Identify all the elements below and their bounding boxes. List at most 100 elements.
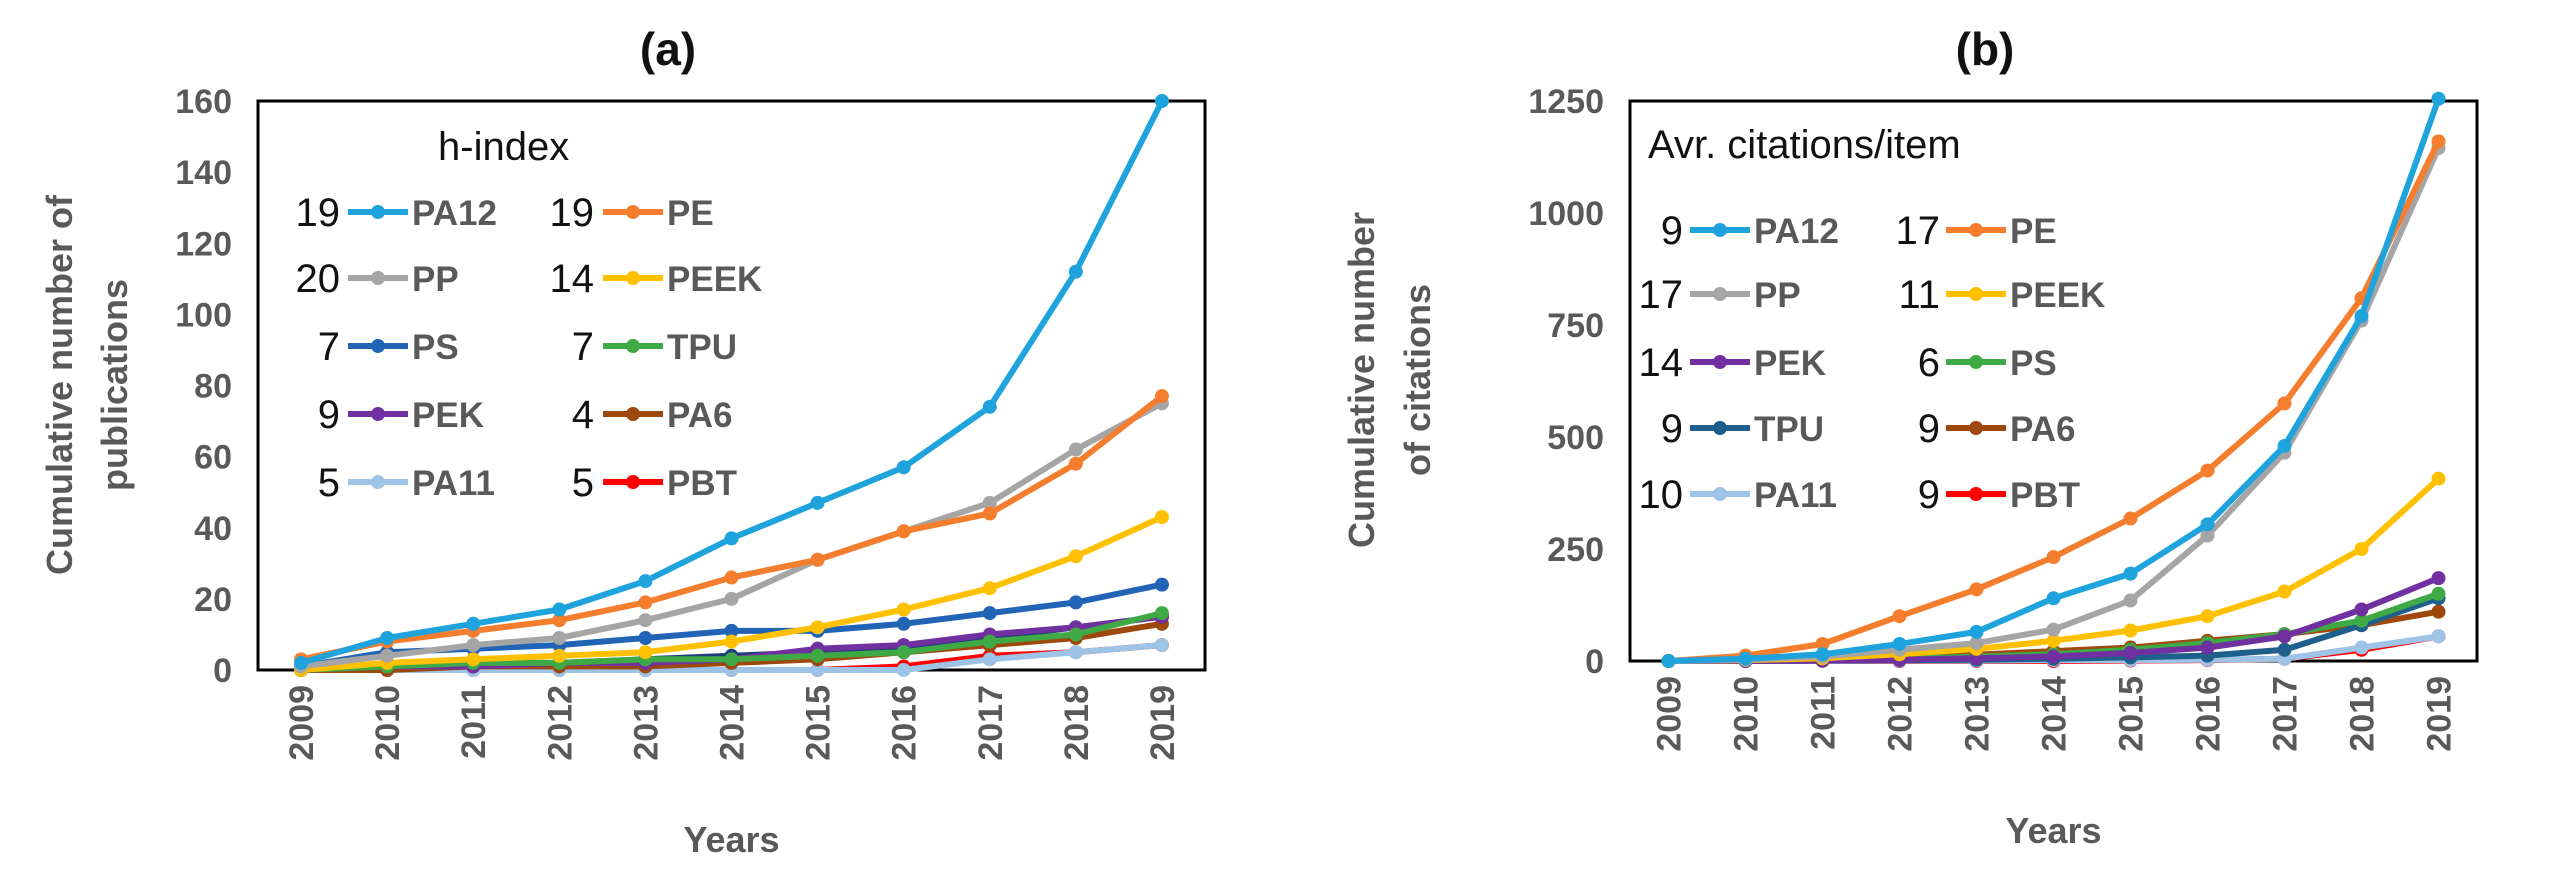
data-point	[380, 648, 395, 663]
data-point	[2200, 640, 2215, 655]
y-tick-label: 1000	[1528, 195, 1604, 233]
data-point	[1154, 606, 1169, 621]
legend-item-pek: 9 PEK	[318, 393, 484, 437]
data-point	[2354, 309, 2369, 324]
y-tick-label: 120	[175, 225, 232, 263]
data-point	[2354, 542, 2369, 556]
y-tick-label: 0	[1585, 643, 1604, 681]
x-tick-label: 2019	[1144, 685, 1182, 761]
data-point	[2123, 511, 2138, 526]
data-point	[982, 581, 997, 596]
legend-swatch-marker	[1713, 223, 1727, 237]
data-point	[2123, 623, 2138, 638]
legend-item-pbt: 5 PBT	[572, 461, 737, 505]
data-point	[1815, 636, 1830, 651]
legend-metric: 17	[1896, 209, 1941, 253]
series-pa12	[294, 94, 1169, 670]
data-point	[1892, 609, 1907, 624]
x-tick-label: 2011	[455, 685, 493, 759]
data-point	[552, 648, 567, 663]
series-pe	[1661, 134, 2446, 668]
data-point	[982, 634, 997, 649]
legend-metric: 7	[318, 325, 340, 369]
legend-swatch-marker	[371, 271, 385, 285]
legend-name: PA12	[1754, 212, 1839, 251]
data-point	[2046, 633, 2061, 648]
x-tick-label: 2010	[369, 685, 407, 761]
chart-panel-b: (b) 0 250 500 750 1000 1250 2009 2010 2011 2012 201…	[1341, 23, 2479, 851]
legend-item-pa6: 9 PA6	[1918, 407, 2076, 451]
legend-metric: 9	[318, 393, 340, 437]
legend-item-pbt: 9 PBT	[1918, 473, 2080, 517]
legend-name: PA12	[412, 194, 497, 233]
x-tick-label: 2016	[886, 685, 924, 761]
x-tick-label: 2011	[1805, 676, 1843, 750]
data-point	[2123, 645, 2138, 660]
legend-swatch-marker	[1713, 421, 1727, 435]
data-point	[2123, 566, 2138, 581]
legend-name: PEEK	[667, 260, 762, 299]
data-point	[2277, 629, 2292, 644]
y-tick-label: 750	[1547, 307, 1604, 345]
legend-swatch-marker	[626, 205, 640, 219]
y-tick-label: 40	[194, 510, 232, 548]
data-point	[724, 591, 739, 606]
data-point	[2277, 396, 2292, 411]
x-tick-label: 2014	[2036, 676, 2074, 752]
legend-item-peek: 14 PEEK	[550, 257, 763, 301]
data-point	[1154, 638, 1169, 653]
y-tick-label: 0	[213, 652, 232, 690]
x-tick-label: 2012	[1882, 676, 1920, 752]
data-point	[896, 602, 911, 617]
legend: Avr. citations/item 9 PA12 17 PE 17 PP 11 PEEK 14…	[1639, 123, 2106, 517]
data-point	[552, 630, 567, 645]
legend-swatch-marker	[1713, 355, 1727, 369]
data-point	[2046, 550, 2061, 565]
data-point	[724, 531, 739, 546]
data-point	[1969, 636, 1984, 651]
data-point	[1969, 582, 1984, 597]
data-point	[552, 613, 567, 628]
legend-name: PP	[412, 260, 459, 299]
legend-item-pe: 19 PE	[550, 191, 714, 235]
data-point	[896, 616, 911, 631]
legend-name: PEEK	[2010, 276, 2105, 315]
data-point	[896, 460, 911, 475]
data-point	[2431, 629, 2446, 644]
data-point	[638, 645, 653, 660]
legend-swatch-marker	[371, 339, 385, 353]
data-point	[1068, 442, 1083, 457]
legend-swatch-marker	[1969, 355, 1983, 369]
data-point	[466, 638, 481, 653]
x-tick-label: 2017	[972, 685, 1010, 761]
data-point	[2200, 517, 2215, 532]
y-tick-label: 500	[1547, 419, 1604, 457]
data-point	[638, 630, 653, 645]
legend-metric: 20	[296, 257, 341, 301]
data-point	[1154, 577, 1169, 592]
legend-name: PBT	[667, 464, 737, 503]
legend-title: h-index	[438, 125, 569, 169]
x-tick-label: 2014	[714, 685, 752, 761]
data-point	[1892, 636, 1907, 651]
data-point	[810, 648, 825, 663]
legend-metric: 9	[1661, 407, 1683, 451]
data-point	[810, 552, 825, 567]
y-tick-label: 20	[194, 581, 232, 619]
x-tick-label: 2012	[541, 685, 579, 761]
legend-swatch-marker	[626, 339, 640, 353]
legend-name: TPU	[1754, 410, 1824, 449]
legend-name: PA11	[1754, 476, 1837, 515]
x-tick-label: 2016	[2190, 676, 2228, 752]
legend-title: Avr. citations/item	[1648, 123, 1961, 167]
y-tick-label: 250	[1547, 531, 1604, 569]
legend-name: PA11	[412, 464, 495, 503]
legend-swatch-marker	[1969, 421, 1983, 435]
legend-item-ps: 7 PS	[318, 325, 459, 369]
data-point	[982, 495, 997, 510]
data-point	[724, 652, 739, 667]
data-point	[1969, 624, 1984, 639]
data-point	[1068, 627, 1083, 642]
data-point	[2123, 593, 2138, 608]
legend-metric: 6	[1918, 341, 1940, 385]
